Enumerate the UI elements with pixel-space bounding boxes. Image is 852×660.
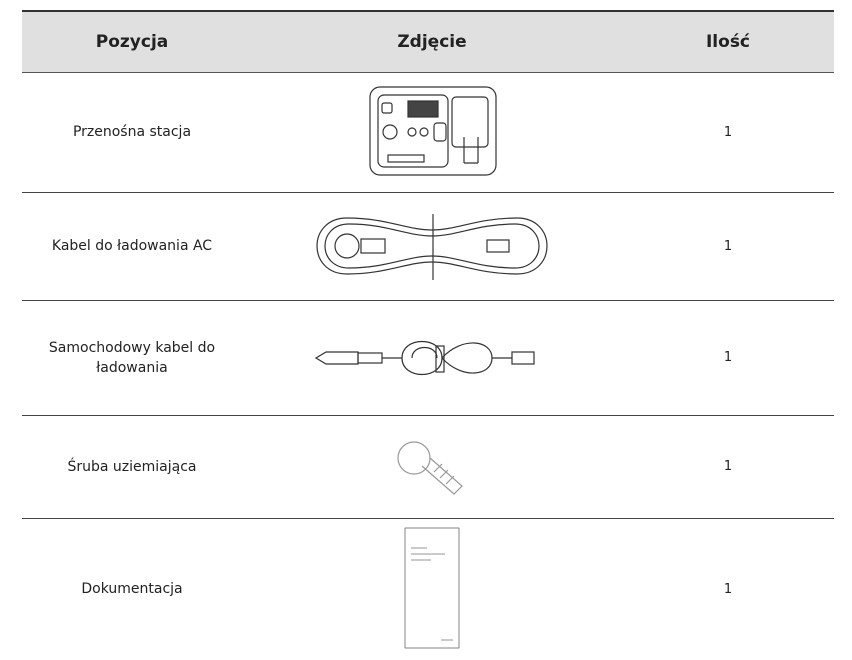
header-cell: Pozycja: [95, 32, 169, 52]
item-image: [242, 415, 622, 518]
car-cable-icon: [314, 340, 535, 375]
ac-cable-icon: [316, 214, 548, 280]
header-cell: Ilość: [705, 32, 751, 52]
quantity: 1: [723, 238, 733, 254]
item-name-text: Samochodowy kabel do ładowania: [48, 339, 216, 376]
item-name: Śruba uziemiająca: [67, 458, 197, 475]
table-row: Przenośna stacja 1: [22, 72, 834, 193]
item-name: Kabel do ładowania AC: [51, 238, 213, 254]
item-name: Przenośna stacja: [72, 124, 192, 140]
item-image: [242, 518, 622, 660]
item-image: [242, 300, 622, 415]
table-row: Śruba uziemiająca 1: [22, 415, 834, 519]
quantity: 1: [723, 350, 733, 365]
item-name: Dokumentacja: [81, 581, 183, 597]
item-name: Samochodowy kabel do ładowania: [22, 300, 242, 415]
quantity: 1: [723, 459, 733, 474]
quantity: 1: [723, 581, 733, 597]
header-row: Pozycja Zdjęcie Ilość: [22, 10, 834, 73]
item-image: [242, 192, 622, 300]
quantity: 1: [723, 124, 733, 140]
item-image: [242, 72, 622, 192]
table-row: Kabel do ładowania AC 1: [22, 192, 834, 301]
table-row: Samochodowy kabel do ładowania 1: [22, 300, 834, 416]
header-cell: Zdjęcie: [397, 32, 467, 52]
table-row: Dokumentacja 1: [22, 518, 834, 660]
manual-icon: [404, 527, 460, 649]
screw-icon: [397, 440, 463, 495]
power-station-icon: [369, 86, 497, 176]
